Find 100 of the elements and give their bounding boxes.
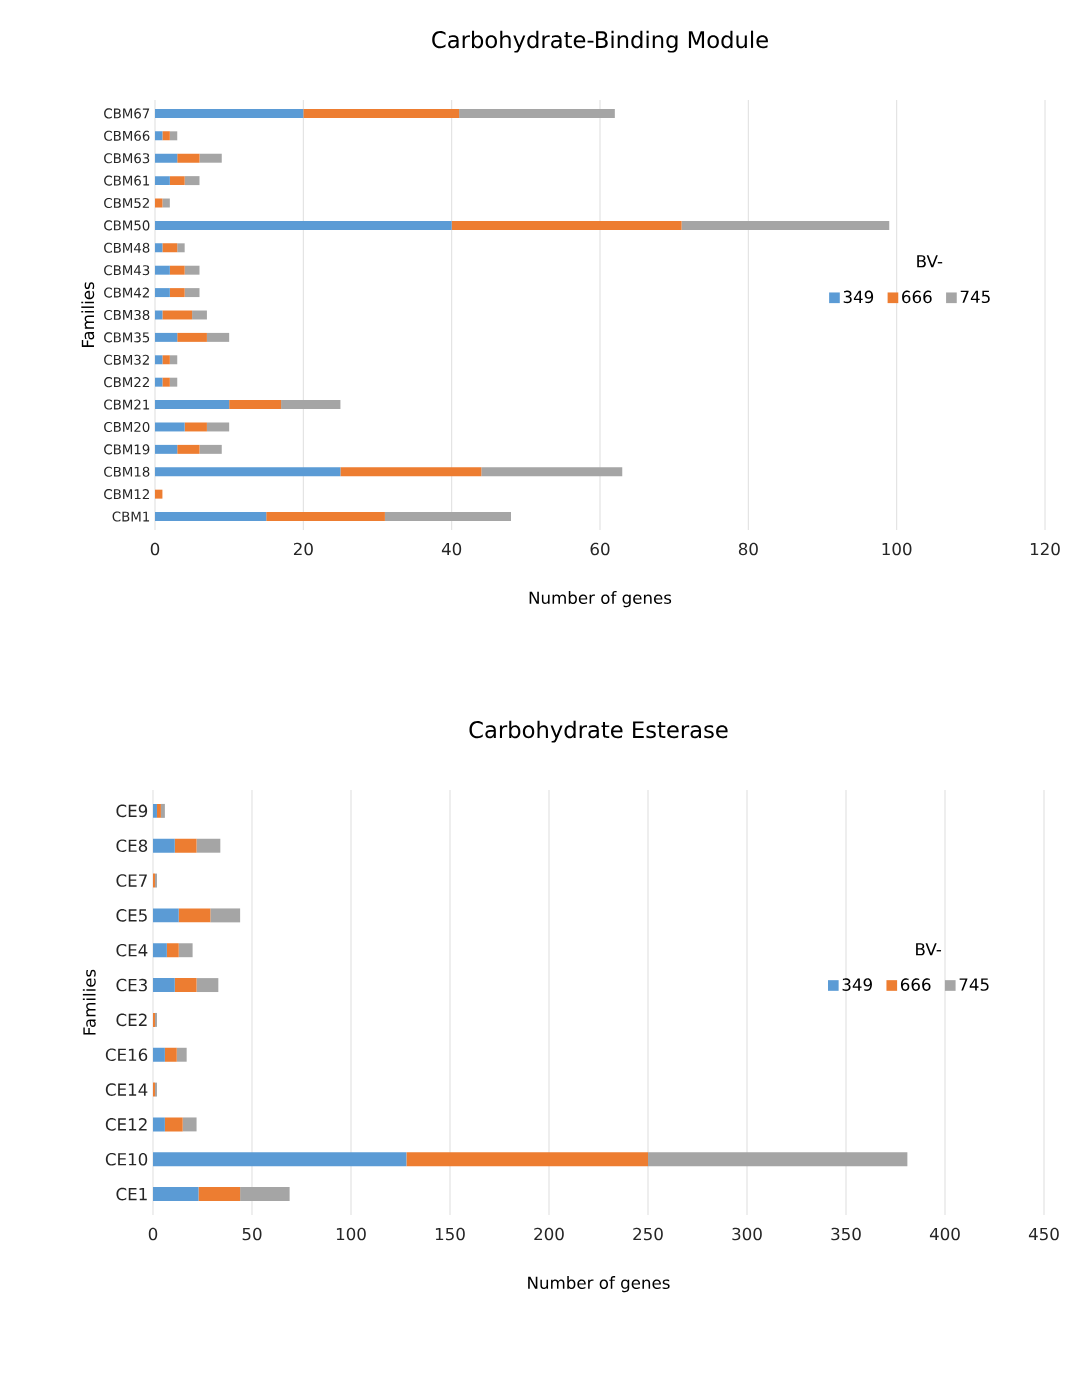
y-tick-label: CE2: [116, 1013, 147, 1027]
bar: [177, 332, 207, 342]
y-tick-label: CBM38: [104, 309, 150, 321]
y-tick-label: CBM12: [104, 489, 149, 500]
bar: [155, 288, 170, 298]
bar: [155, 332, 178, 342]
y-tick-label: CBM21: [104, 399, 150, 410]
bar: [648, 1152, 908, 1167]
bar: [162, 310, 193, 320]
x-tick-label: 50: [242, 1227, 262, 1241]
bar: [182, 1117, 197, 1132]
bar: [162, 377, 170, 387]
bar: [177, 243, 185, 253]
bar: [196, 978, 219, 993]
x-tick-label: 40: [441, 542, 462, 556]
bar: [177, 444, 200, 454]
bar: [178, 908, 211, 923]
bar: [169, 176, 185, 186]
y-tick-label: CBM66: [104, 130, 150, 141]
bar: [153, 1117, 165, 1132]
bar: [451, 220, 682, 230]
bar: [153, 803, 157, 818]
bar: [206, 422, 230, 432]
x-tick-label: 300: [732, 1227, 762, 1241]
y-tick-label: CE3: [116, 978, 147, 992]
bar: [162, 243, 178, 253]
bar: [240, 1187, 290, 1202]
y-tick-label: CE7: [116, 874, 147, 887]
bar: [153, 1047, 165, 1062]
x-tick-label: 100: [882, 542, 912, 556]
bar: [155, 355, 163, 365]
y-tick-label: CBM20: [104, 421, 150, 433]
bar: [281, 400, 341, 410]
y-tick-label: CBM19: [104, 444, 150, 455]
legend-title: BV-: [916, 943, 942, 956]
bar: [153, 978, 175, 993]
bar: [169, 265, 185, 275]
bar: [153, 908, 179, 923]
legend-title: BV-: [917, 255, 943, 268]
x-tick-label: 20: [293, 542, 313, 556]
x-tick-label: 350: [831, 1227, 861, 1241]
y-tick-label: CBM67: [104, 108, 150, 119]
bar: [169, 131, 178, 141]
bar: [340, 467, 482, 477]
bar: [406, 1152, 648, 1167]
x-tick-label: 150: [435, 1227, 465, 1241]
x-tick-label: 250: [633, 1227, 663, 1241]
legend-label: 666: [902, 290, 932, 304]
y-tick-label: CBM22: [104, 377, 149, 388]
bar: [169, 288, 185, 298]
bar: [155, 131, 163, 141]
y-tick-label: CE1: [116, 1187, 147, 1201]
bar: [162, 355, 170, 365]
x-tick-label: 400: [929, 1227, 960, 1241]
bar: [384, 512, 511, 522]
x-tick-label: 200: [534, 1227, 564, 1241]
y-axis-title: Families: [81, 282, 95, 348]
y-tick-label: CBM18: [104, 466, 150, 477]
bar: [162, 198, 170, 208]
y-tick-label: CE10: [105, 1152, 148, 1166]
y-tick-label: CBM43: [104, 265, 150, 276]
y-tick-label: CBM42: [104, 287, 149, 298]
bar: [155, 153, 178, 163]
bar: [155, 220, 452, 230]
x-tick-label: 450: [1028, 1227, 1059, 1241]
bar: [169, 377, 178, 387]
bar: [155, 444, 178, 454]
bar: [178, 943, 193, 958]
bar: [156, 803, 161, 818]
bar: [155, 512, 267, 522]
y-tick-label: CBM1: [112, 511, 150, 522]
bar: [184, 288, 200, 298]
bar: [162, 131, 170, 141]
y-tick-label: CBM63: [104, 153, 150, 164]
bar: [153, 1187, 199, 1202]
y-tick-label: CE5: [116, 909, 147, 922]
bar: [166, 943, 179, 958]
bar: [198, 1187, 241, 1202]
bar: [196, 838, 221, 853]
chart-title: Carbohydrate Esterase: [469, 720, 728, 743]
y-tick-label: CBM35: [104, 332, 150, 343]
bar: [169, 355, 178, 365]
bar: [164, 1047, 177, 1062]
bar: [160, 803, 165, 818]
bar: [174, 838, 197, 853]
bar: [155, 265, 170, 275]
bar: [153, 943, 167, 958]
bar: [155, 108, 304, 118]
y-tick-label: CBM61: [104, 175, 150, 186]
x-tick-label: 100: [336, 1227, 366, 1241]
bar: [177, 153, 200, 163]
bar: [184, 265, 200, 275]
bar: [192, 310, 207, 320]
y-tick-label: CBM32: [104, 354, 149, 365]
legend-label: 349: [843, 290, 874, 304]
bar: [184, 176, 200, 186]
legend-label: 745: [959, 978, 989, 991]
bar: [229, 400, 282, 410]
bar: [184, 422, 207, 432]
bar: [155, 400, 230, 410]
